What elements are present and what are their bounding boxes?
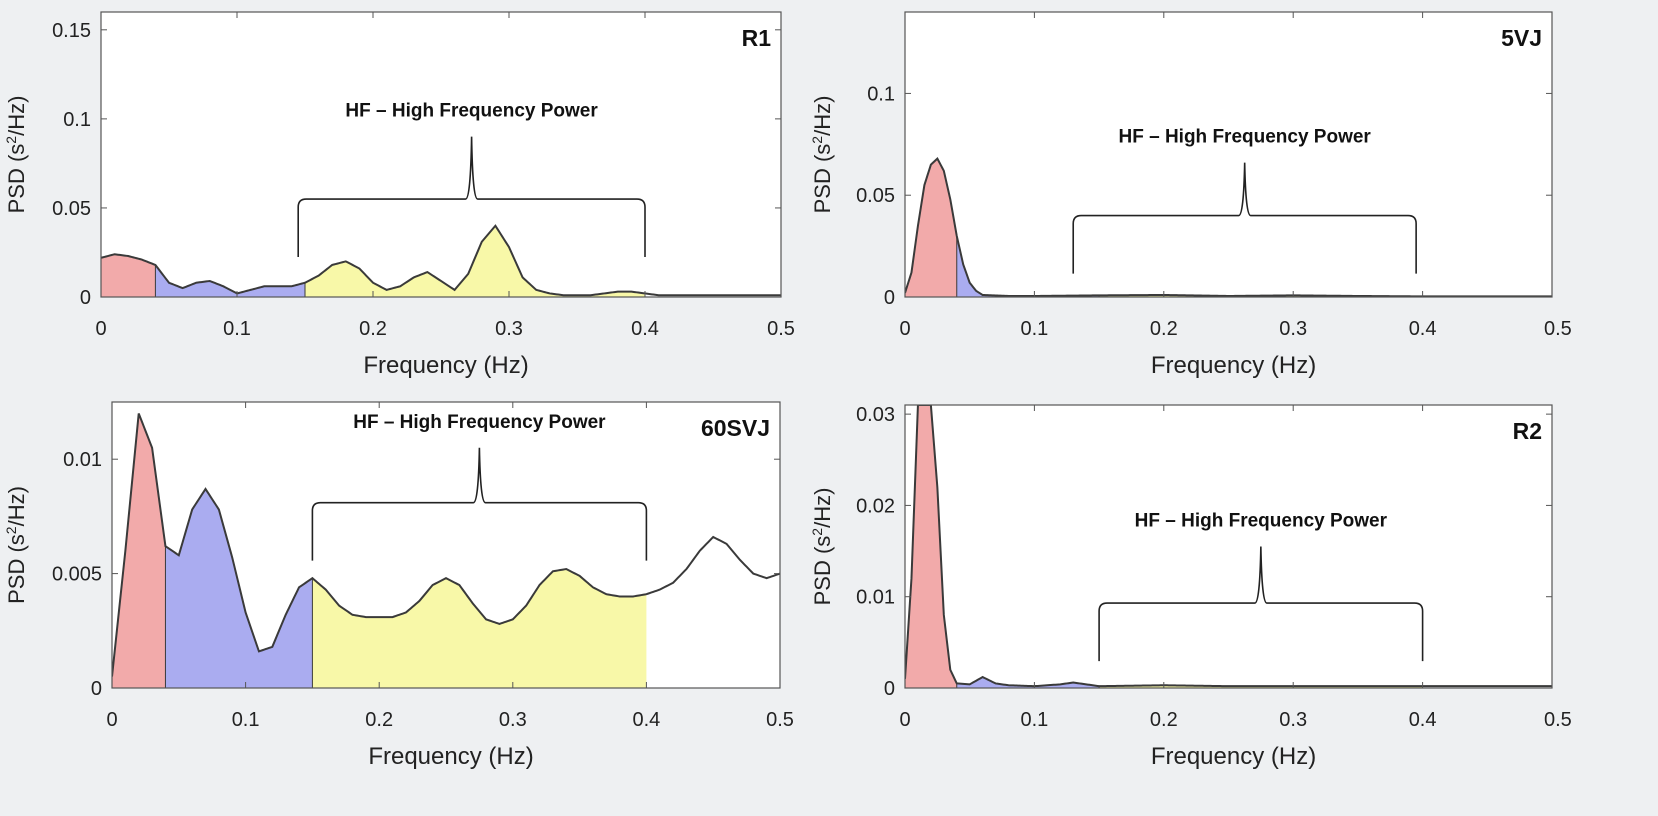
- panel-title: R2: [1513, 418, 1542, 444]
- y-tick-label: 0: [884, 287, 895, 309]
- plot-area: [905, 405, 1552, 688]
- x-axis-label: Frequency (Hz): [363, 352, 528, 379]
- y-axis-label-main: PSD (s: [4, 144, 29, 214]
- y-axis-label-main: PSD (s: [810, 536, 835, 606]
- x-tick-label: 0.3: [499, 709, 527, 731]
- y-axis-label: PSD (s2/Hz): [809, 96, 835, 214]
- x-tick-label: 0.5: [1544, 709, 1572, 731]
- x-tick-label: 0.4: [631, 318, 659, 340]
- plot-frame: [904, 404, 1553, 689]
- plot-area: [101, 12, 781, 297]
- y-tick-label: 0.1: [63, 109, 91, 131]
- x-tick-label: 0: [95, 318, 106, 340]
- hf-band-area: [312, 569, 647, 688]
- y-tick-label: 0.01: [856, 587, 895, 609]
- hf-annotation: HF – High Frequency Power: [345, 101, 598, 122]
- x-tick-label: 0.3: [495, 318, 523, 340]
- x-tick-label: 0.2: [359, 318, 387, 340]
- x-tick-label: 0.1: [1020, 709, 1048, 731]
- panel-title: 5VJ: [1501, 25, 1542, 51]
- x-tick-label: 0.2: [1150, 709, 1178, 731]
- x-axis-label: Frequency (Hz): [1151, 743, 1316, 770]
- x-tick-label: 0.5: [767, 318, 795, 340]
- x-axis-label: Frequency (Hz): [1151, 352, 1316, 379]
- y-axis-label-tail: /Hz): [4, 486, 29, 526]
- hf-annotation: HF – High Frequency Power: [1119, 127, 1372, 148]
- y-axis-label: PSD (s2/Hz): [3, 486, 29, 604]
- psd-curve: [905, 405, 1552, 688]
- y-axis-label-tail: /Hz): [810, 488, 835, 528]
- x-tick-label: 0.1: [1020, 318, 1048, 340]
- psd-curve: [905, 156, 1552, 297]
- y-tick-label: 0.005: [52, 564, 102, 586]
- hf-bracket: [1072, 162, 1417, 274]
- y-tick-label: 0.05: [856, 185, 895, 207]
- y-tick-label: 0.02: [856, 495, 895, 517]
- panel-title: R1: [742, 25, 772, 51]
- psd-curve: [112, 413, 780, 677]
- y-tick-label: 0: [884, 678, 895, 700]
- x-tick-label: 0.5: [766, 709, 794, 731]
- plot-frame: [111, 401, 781, 689]
- vlf-band-area: [101, 254, 156, 297]
- x-tick-label: 0.4: [632, 709, 660, 731]
- y-tick-label: 0: [91, 678, 102, 700]
- hf-band-area: [305, 225, 645, 297]
- y-tick-label: 0.03: [856, 404, 895, 426]
- hf-bracket: [1098, 546, 1424, 662]
- psd-panel-r2: 0 0.1 0.2 0.3 0.4 0.5 0 0.01 0.02 0.03 Frequency (…: [809, 404, 1572, 770]
- y-tick-label: 0.15: [52, 20, 91, 42]
- y-axis-label: PSD (s2/Hz): [3, 96, 29, 214]
- lf-band-area: [956, 677, 1100, 688]
- y-axis-label-main: PSD (s: [810, 144, 835, 214]
- psd-panel-5vj: 0 0.1 0.2 0.3 0.4 0.5 0 0.05 0.1 Frequency (Hz) PS…: [809, 11, 1572, 379]
- x-tick-label: 0.3: [1279, 318, 1307, 340]
- hf-annotation: HF – High Frequency Power: [353, 412, 606, 433]
- psd-panel-r1: 0 0.1 0.2 0.3 0.4 0.5 0 0.05 0.1 0.15 Frequency (H…: [3, 11, 795, 379]
- plot-frame: [100, 11, 782, 298]
- lf-band-area: [155, 264, 305, 297]
- x-tick-label: 0.5: [1544, 318, 1572, 340]
- panel-title: 60SVJ: [701, 415, 770, 441]
- vlf-band-area: [112, 413, 166, 688]
- x-tick-label: 0.1: [232, 709, 260, 731]
- x-tick-label: 0.3: [1279, 709, 1307, 731]
- psd-curve: [101, 224, 781, 297]
- hf-annotation: HF – High Frequency Power: [1135, 511, 1388, 532]
- hf-bracket: [311, 447, 648, 561]
- hf-bracket: [297, 136, 646, 258]
- x-tick-label: 0.2: [1150, 318, 1178, 340]
- y-axis-label-main: PSD (s: [4, 534, 29, 604]
- x-tick-label: 0: [106, 709, 117, 731]
- y-axis-label-sup: 2: [809, 136, 825, 144]
- vlf-band-area: [905, 158, 957, 297]
- lf-band-area: [956, 235, 1100, 297]
- x-tick-label: 0: [899, 709, 910, 731]
- x-tick-label: 0.2: [365, 709, 393, 731]
- y-tick-label: 0.05: [52, 198, 91, 220]
- y-axis-label-sup: 2: [809, 528, 825, 536]
- x-tick-label: 0.4: [1409, 318, 1437, 340]
- x-tick-label: 0.4: [1409, 709, 1437, 731]
- psd-panel-60svj: 0 0.1 0.2 0.3 0.4 0.5 0 0.005 0.01 Frequency (Hz)…: [3, 401, 794, 770]
- y-axis-label-tail: /Hz): [4, 96, 29, 136]
- y-tick-label: 0.01: [63, 449, 102, 471]
- x-axis-label: Frequency (Hz): [368, 743, 533, 770]
- plot-area: [905, 12, 1552, 297]
- y-axis-label-tail: /Hz): [810, 96, 835, 136]
- plot-frame: [904, 11, 1553, 298]
- y-tick-label: 0: [80, 287, 91, 309]
- y-axis-label-sup: 2: [3, 526, 19, 534]
- x-tick-label: 0.1: [223, 318, 251, 340]
- x-tick-label: 0: [899, 318, 910, 340]
- y-tick-label: 0.1: [867, 83, 895, 105]
- y-axis-label-sup: 2: [3, 136, 19, 144]
- y-axis-label: PSD (s2/Hz): [809, 488, 835, 606]
